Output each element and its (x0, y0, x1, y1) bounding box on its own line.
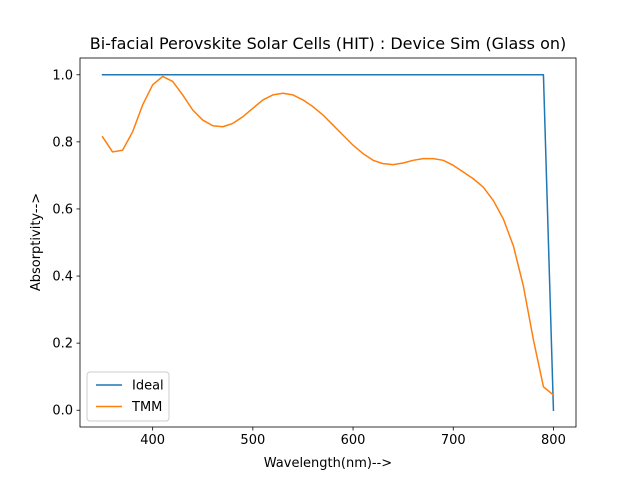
x-tick-label-400: 400 (140, 433, 165, 448)
y-tick-label-0.4: 0.4 (52, 270, 73, 285)
y-tick-label-0.2: 0.2 (52, 337, 73, 352)
x-tick-label-700: 700 (441, 433, 466, 448)
series-line-tmm (101, 75, 555, 397)
x-axis-label: Wavelength(nm)--> (264, 456, 392, 471)
y-axis-label: Absorptivity--> (29, 193, 44, 291)
chart-title: Bi-facial Perovskite Solar Cells (HIT) :… (90, 34, 567, 53)
x-tick-label-800: 800 (541, 433, 566, 448)
axes-frame (79, 57, 577, 428)
x-tick-label-600: 600 (341, 433, 366, 448)
legend-label-ideal: Ideal (132, 379, 164, 394)
y-tick-label-0.6: 0.6 (52, 202, 73, 217)
plot-area: 400 500 600 700 800 0.0 0.2 0.4 0.6 0.8 1.0 Ideal TM… (52, 57, 577, 448)
y-tick-label-1: 1.0 (52, 68, 73, 83)
series-line-ideal (101, 74, 555, 412)
legend-label-tmm: TMM (131, 400, 162, 415)
y-tick-label-0: 0.0 (52, 404, 73, 419)
x-tick-label-500: 500 (240, 433, 265, 448)
y-tick-label-0.8: 0.8 (52, 135, 73, 150)
